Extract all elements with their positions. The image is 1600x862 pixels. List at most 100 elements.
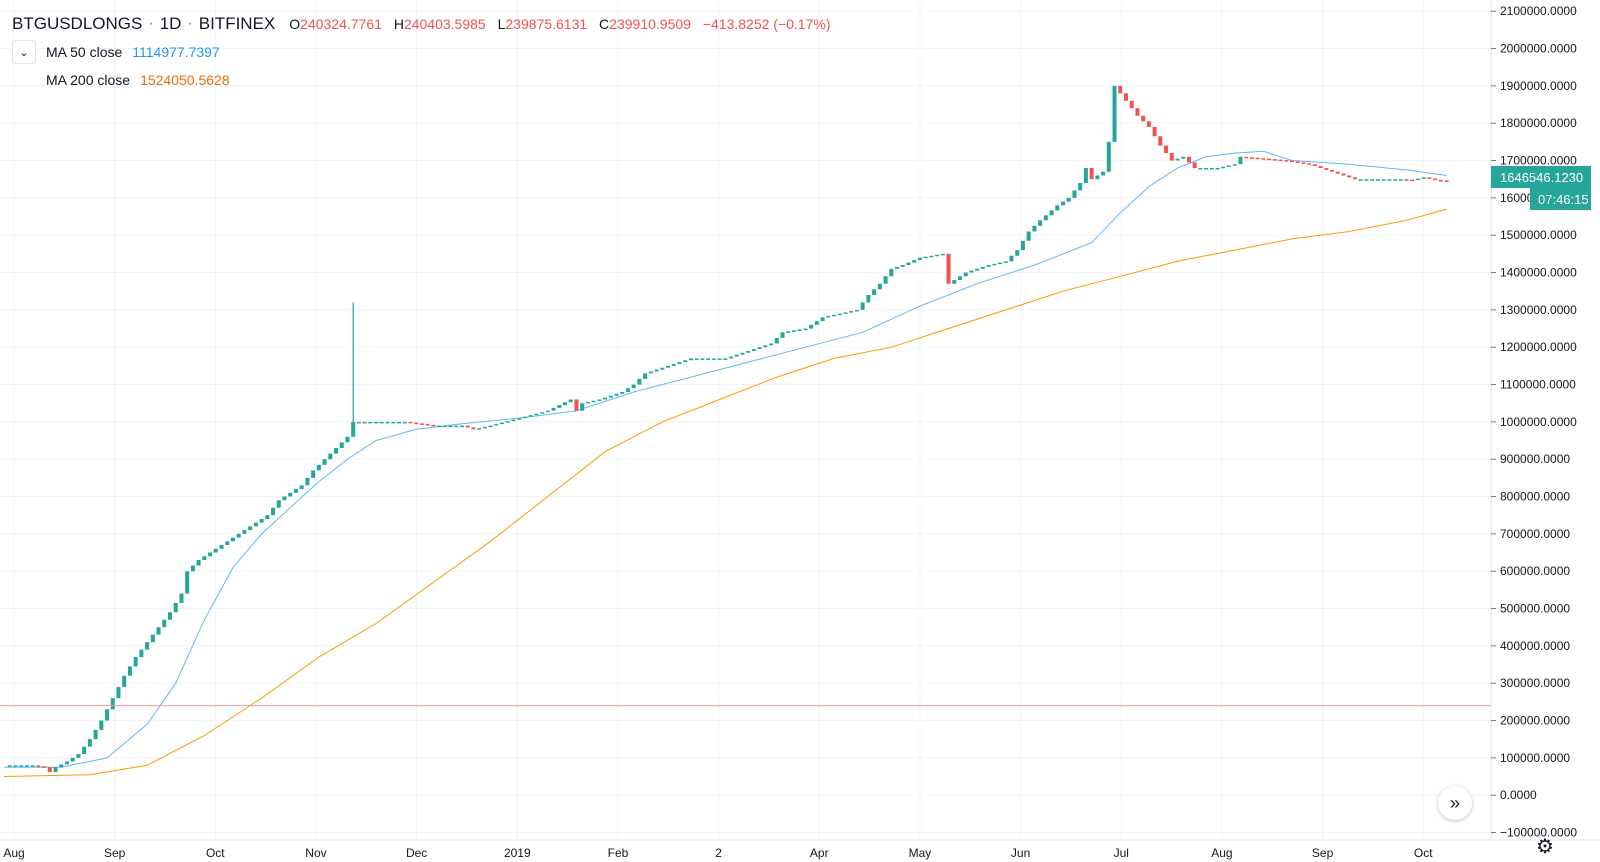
candle[interactable] [849,311,854,313]
candle[interactable] [1192,162,1197,168]
candle[interactable] [648,371,653,374]
candle[interactable] [236,533,241,538]
candle[interactable] [1364,179,1369,181]
candle[interactable] [82,746,87,755]
candle[interactable] [540,412,545,414]
candle[interactable] [895,266,900,269]
candle[interactable] [769,343,774,346]
candle[interactable] [1227,165,1232,168]
candle[interactable] [1152,126,1157,137]
candle[interactable] [1175,158,1180,161]
candle[interactable] [1261,158,1266,160]
candle[interactable] [265,515,270,519]
candle[interactable] [7,765,12,767]
candle[interactable] [173,602,178,613]
candle[interactable] [1101,171,1106,176]
candle[interactable] [917,257,922,261]
candle[interactable] [196,560,201,566]
candle[interactable] [362,421,367,424]
candle[interactable] [843,312,848,314]
candle[interactable] [288,492,293,497]
candle[interactable] [1301,162,1306,164]
candle[interactable] [1324,168,1329,170]
candle[interactable] [1398,179,1403,181]
candle[interactable] [1072,190,1077,198]
candle[interactable] [408,421,413,424]
candle[interactable] [614,393,619,396]
candle[interactable] [162,619,167,628]
candle[interactable] [1043,215,1048,221]
candle[interactable] [1232,164,1237,166]
candle[interactable] [1123,93,1128,101]
candle[interactable] [608,395,613,398]
candle[interactable] [419,423,424,425]
candle[interactable] [305,477,310,486]
candle[interactable] [505,421,510,423]
double-chevron-right-icon[interactable]: » [1438,786,1472,820]
candle[interactable] [654,369,659,372]
candle[interactable] [396,421,401,424]
candle[interactable] [574,399,579,411]
candle[interactable] [734,354,739,357]
candle[interactable] [116,686,121,699]
candle[interactable] [528,415,533,417]
candle[interactable] [391,421,396,424]
candle[interactable] [105,709,110,721]
candle[interactable] [889,268,894,277]
candle[interactable] [127,666,132,676]
candle[interactable] [1335,171,1340,174]
candle[interactable] [145,642,150,650]
candle[interactable] [425,424,430,426]
candle[interactable] [190,565,195,572]
candle[interactable] [1135,108,1140,116]
candle[interactable] [786,331,791,333]
candle[interactable] [36,765,41,767]
candle[interactable] [883,276,888,284]
candle[interactable] [1221,166,1226,169]
candle[interactable] [385,421,390,424]
candle[interactable] [803,328,808,331]
candle[interactable] [1112,85,1117,142]
candle[interactable] [986,265,991,267]
candle[interactable] [814,321,819,325]
candle[interactable] [820,317,825,322]
candle[interactable] [1181,156,1186,159]
candle[interactable] [1375,179,1380,181]
candle[interactable] [940,253,945,256]
candle[interactable] [717,358,722,360]
candle[interactable] [683,360,688,363]
candle[interactable] [1020,240,1025,251]
candle[interactable] [694,358,699,360]
candle[interactable] [1141,115,1146,122]
candle[interactable] [225,541,230,546]
candle[interactable] [923,256,928,259]
candle[interactable] [282,496,287,501]
candle[interactable] [1083,168,1088,183]
candle[interactable] [477,428,482,430]
candle[interactable] [1015,250,1020,256]
candle[interactable] [580,403,585,411]
candle[interactable] [728,356,734,359]
candle[interactable] [150,634,155,643]
candle[interactable] [339,442,344,448]
candle[interactable] [1410,179,1415,182]
candle[interactable] [437,425,442,428]
candle[interactable] [980,266,985,269]
candle[interactable] [1289,160,1294,163]
candle[interactable] [53,767,58,773]
candle[interactable] [832,314,837,317]
candle[interactable] [1381,179,1386,181]
candle[interactable] [1003,261,1008,263]
candle[interactable] [797,329,802,331]
candle[interactable] [1032,225,1037,232]
candle[interactable] [465,425,470,428]
candle[interactable] [374,421,379,424]
candle[interactable] [1198,168,1203,170]
candle[interactable] [122,675,127,687]
candle[interactable] [293,489,298,493]
candle[interactable] [809,324,814,329]
candle[interactable] [334,448,339,454]
candle[interactable] [1295,161,1300,163]
candle[interactable] [791,330,796,332]
